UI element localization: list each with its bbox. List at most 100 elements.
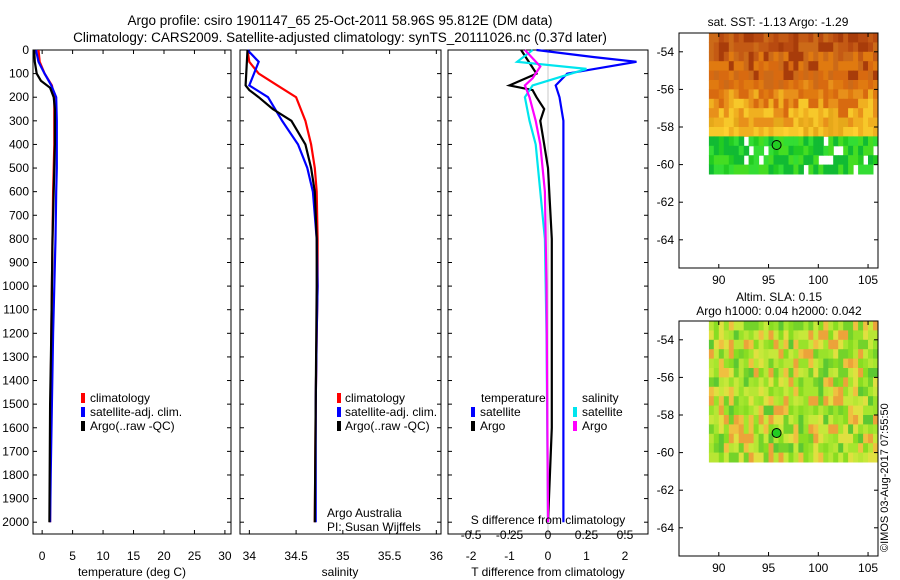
map-cell [858, 415, 864, 425]
map-cell [733, 330, 740, 341]
map-cell [793, 396, 799, 407]
map-cell [818, 368, 824, 378]
depth-tick-label: 800 [9, 232, 29, 246]
map-cell [843, 155, 849, 166]
map-cell [858, 61, 864, 72]
map-cell [848, 405, 854, 416]
map-cell [778, 108, 784, 119]
map-cell [813, 145, 819, 156]
map-cell [768, 127, 774, 137]
map-cell [753, 98, 760, 109]
map-cell [773, 443, 779, 454]
map-cell [788, 108, 794, 119]
map-cell [793, 51, 799, 62]
map-cell [718, 42, 725, 53]
map-cell [793, 358, 799, 369]
map-cell [843, 424, 849, 435]
map-cell [808, 330, 814, 341]
map-cell [718, 89, 725, 100]
map-cell [728, 433, 735, 444]
depth-tick-label: 2000 [2, 515, 29, 529]
map-cell [728, 443, 735, 454]
map-cell [723, 42, 730, 53]
depth-tick-label: 1000 [2, 279, 29, 293]
map-cell [718, 127, 725, 137]
map-cell [863, 89, 869, 100]
map-cell [863, 396, 869, 407]
map-cell [748, 330, 755, 341]
map-cell [838, 349, 844, 360]
map-cell [858, 358, 864, 369]
map-cell [728, 321, 735, 331]
x-tick-label: 0 [39, 549, 46, 563]
map-cell [813, 42, 819, 53]
map-cell [853, 98, 859, 109]
map-x-tick-label: 100 [808, 273, 828, 287]
map-cell [818, 127, 824, 137]
map-cell [798, 51, 804, 62]
map-cell [848, 136, 854, 147]
map-cell [868, 349, 874, 360]
map-cell [773, 368, 779, 378]
map-cell [748, 98, 755, 109]
map-cell [863, 98, 869, 109]
map-cell [808, 443, 814, 454]
map-cell [818, 405, 824, 416]
map-cell [818, 33, 824, 43]
map-cell [868, 145, 874, 156]
map-cell [823, 368, 829, 378]
map-cell [763, 33, 770, 43]
map-cell [788, 368, 794, 378]
s-difference-tick-label: 0.25 [575, 528, 599, 542]
map-cell [718, 108, 725, 119]
map-cell [773, 415, 779, 425]
map-x-tick-label: 90 [712, 561, 726, 575]
map-cell [723, 368, 730, 378]
map-cell [818, 377, 824, 388]
map-cell [738, 349, 745, 360]
map-cell [738, 164, 745, 175]
map-cell [768, 117, 774, 128]
legend-swatch-satellite [337, 407, 341, 417]
map-cell [853, 145, 859, 156]
map-cell [753, 405, 760, 416]
map-cell [793, 145, 799, 156]
map-cell [838, 368, 844, 378]
map-cell [858, 136, 864, 147]
map-cell [733, 321, 740, 331]
map-cell [843, 368, 849, 378]
map-cell [758, 424, 765, 435]
map-cell [858, 70, 864, 81]
map-cell [763, 117, 770, 128]
map-cell [778, 145, 784, 156]
map-cell [798, 117, 804, 128]
map-cell [738, 358, 745, 369]
map-cell [733, 433, 740, 444]
map-cell [873, 127, 879, 137]
map-cell [758, 358, 765, 369]
depth-tick-label: 1600 [2, 421, 29, 435]
map-cell [848, 164, 854, 175]
map-cell [738, 321, 745, 331]
map-x-tick-label: 100 [808, 561, 828, 575]
map-cell [833, 155, 839, 166]
map-cell [843, 164, 849, 175]
map-cell [783, 330, 789, 341]
map-cell [868, 127, 874, 137]
map-cell [743, 42, 750, 53]
map-cell [748, 89, 755, 100]
sst-map-title: sat. SST: -1.13 Argo: -1.29 [708, 15, 849, 29]
depth-tick-label: 1300 [2, 350, 29, 364]
map-cell [773, 80, 779, 90]
map-cell [788, 42, 794, 53]
map-cell [868, 61, 874, 72]
map-cell [793, 424, 799, 435]
map-cell [708, 443, 715, 454]
sst-map-cells [708, 33, 879, 175]
map-cell [758, 70, 765, 81]
legend-swatch-t-argo [471, 421, 475, 431]
salinity-legend: climatology satellite-adj. clim. Argo(..… [337, 391, 437, 433]
map-cell [783, 358, 789, 369]
map-cell [768, 396, 774, 407]
map-cell [828, 330, 834, 341]
